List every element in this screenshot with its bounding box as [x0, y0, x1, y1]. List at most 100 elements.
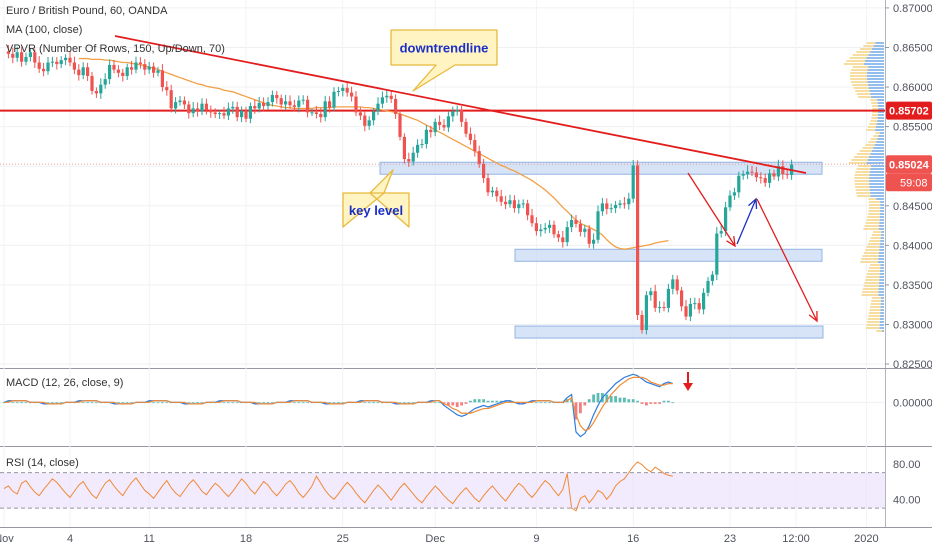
macd-hist-bar [90, 402, 94, 404]
rsi-line [3, 461, 673, 512]
vpvr-up-bar [879, 279, 884, 281]
macd-hist-bar [433, 402, 437, 404]
vpvr-down-bar [849, 57, 867, 59]
candle-body [548, 224, 552, 228]
vpvr-down-bar [856, 93, 871, 95]
vpvr-down-bar [854, 183, 870, 185]
rsi-legend: RSI (14, close) [6, 457, 79, 469]
candles [6, 45, 794, 335]
candle-body [266, 102, 270, 107]
vpvr-down-bar [868, 198, 877, 200]
vpvr-down-bar [871, 297, 881, 299]
vpvr-down-bar [852, 66, 869, 68]
macd-hist-bar [117, 402, 120, 404]
vpvr-up-bar [879, 216, 884, 218]
vpvr-down-bar [865, 222, 880, 224]
vpvr-down-bar [851, 81, 868, 83]
candle-body [332, 91, 336, 108]
vpvr-down-bar [856, 51, 871, 53]
candle-body [433, 121, 437, 133]
vpvr-down-bar [865, 279, 880, 281]
macd-hist-bar [667, 400, 670, 403]
vpvr-down-bar [855, 186, 870, 188]
candle-body [226, 108, 230, 116]
macd-hist-bar [587, 399, 591, 403]
vpvr-up-bar [877, 105, 884, 107]
candle-body [583, 228, 587, 232]
key-level-callout-text: key level [349, 203, 403, 218]
macd-hist-bar [51, 402, 54, 404]
countdown-box [886, 173, 932, 192]
vpvr-down-bar [868, 141, 877, 143]
candle-body [64, 57, 68, 61]
vpvr-up-bar [879, 219, 884, 221]
macd-legend: MACD (12, 26, close, 9) [6, 377, 124, 389]
candle-body [301, 99, 305, 101]
macd-hist-bar [359, 400, 362, 403]
candle-body [451, 111, 455, 117]
candle-body [600, 203, 604, 212]
vpvr-down-bar [876, 330, 883, 332]
vpvr-up-bar [879, 273, 884, 275]
candle-body [785, 174, 789, 176]
vpvr-down-bar [853, 87, 869, 89]
vpvr-down-bar [854, 156, 870, 158]
macd-hist-bar [482, 399, 485, 403]
vpvr-up-bar [878, 285, 884, 287]
ma-legend: MA (100, close) [6, 24, 83, 36]
macd-hist-bar [469, 400, 472, 403]
macd-hist-bar [455, 402, 459, 407]
macd-hist-bar [403, 402, 406, 404]
vpvr-up-bar [880, 210, 884, 212]
vpvr-down-bar [866, 276, 880, 278]
candle-body [526, 203, 530, 216]
candle-body [697, 303, 701, 310]
macd-hist-bar [328, 402, 331, 404]
time-tick-label: 23 [724, 533, 736, 545]
macd-hist-bar [191, 402, 195, 404]
vpvr-down-bar [850, 78, 868, 80]
candle-body [37, 62, 41, 69]
candle-body [763, 178, 767, 183]
vpvr-up-bar [866, 75, 884, 77]
vpvr-up-bar [878, 252, 884, 254]
macd-hist-bar [125, 402, 129, 404]
candle-body [675, 279, 679, 291]
macd-hist-bar [539, 402, 543, 404]
rsi-band [0, 472, 885, 509]
vpvr-up-bar [880, 306, 884, 308]
candle-body [6, 51, 10, 54]
candle-body [416, 144, 420, 153]
candle-body [20, 52, 24, 62]
macd-hist-bar [130, 402, 133, 404]
macd-hist-bar [451, 402, 455, 406]
time-tick-label: 12:00 [782, 533, 810, 545]
vpvr-up-bar [879, 324, 884, 326]
vpvr-down-bar [854, 177, 870, 179]
vpvr-down-bar [868, 210, 881, 212]
vpvr-up-bar [866, 162, 884, 164]
candle-body [385, 95, 389, 98]
macd-hist-bar [398, 402, 402, 404]
vpvr-up-bar [880, 264, 884, 266]
vpvr-up-bar [880, 312, 884, 314]
macd-hist-bar [464, 402, 468, 404]
vpvr-down-bar [851, 69, 868, 71]
macd-hist-bar [548, 402, 551, 404]
macd-hist-bar [543, 402, 547, 404]
candle-body [486, 178, 490, 193]
vpvr-up-bar [878, 258, 884, 260]
vpvr-down-bar [852, 84, 869, 86]
candle-body [143, 64, 147, 70]
macd-hist-bar [293, 402, 296, 404]
candle-body [310, 112, 314, 114]
vpvr-down-bar [856, 153, 871, 155]
macd-hist-bar [530, 400, 534, 403]
vpvr-down-bar [869, 309, 881, 311]
vpvr-up-bar [878, 228, 884, 230]
macd-hist-bar [658, 402, 661, 404]
macd-tick-label: 0.00000 [893, 397, 932, 409]
vpvr-down-bar [870, 237, 881, 239]
candle-body [424, 129, 428, 145]
